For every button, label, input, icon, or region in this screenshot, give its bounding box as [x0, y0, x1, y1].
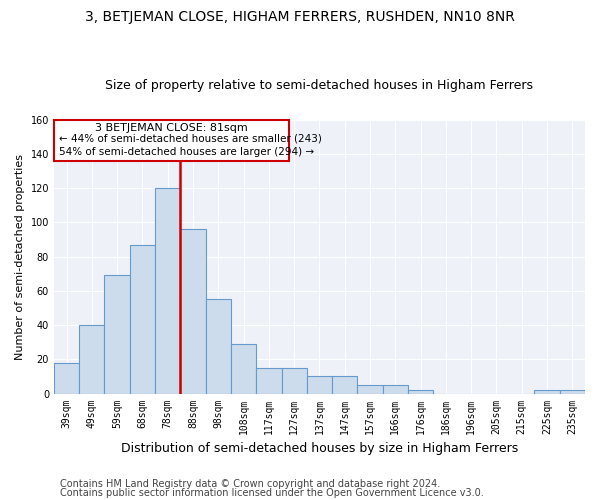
Bar — [281, 368, 307, 394]
Bar — [104, 276, 130, 394]
Bar — [535, 390, 560, 394]
Bar — [54, 120, 289, 160]
Bar — [155, 188, 181, 394]
Bar — [54, 362, 79, 394]
Bar — [181, 229, 206, 394]
Text: 54% of semi-detached houses are larger (294) →: 54% of semi-detached houses are larger (… — [59, 148, 314, 158]
Text: Contains HM Land Registry data © Crown copyright and database right 2024.: Contains HM Land Registry data © Crown c… — [60, 479, 440, 489]
Bar — [130, 244, 155, 394]
Bar — [358, 385, 383, 394]
Text: ← 44% of semi-detached houses are smaller (243): ← 44% of semi-detached houses are smalle… — [59, 133, 322, 143]
Bar — [256, 368, 281, 394]
Bar — [332, 376, 358, 394]
X-axis label: Distribution of semi-detached houses by size in Higham Ferrers: Distribution of semi-detached houses by … — [121, 442, 518, 455]
Y-axis label: Number of semi-detached properties: Number of semi-detached properties — [15, 154, 25, 360]
Bar — [408, 390, 433, 394]
Title: Size of property relative to semi-detached houses in Higham Ferrers: Size of property relative to semi-detach… — [106, 79, 533, 92]
Text: 3, BETJEMAN CLOSE, HIGHAM FERRERS, RUSHDEN, NN10 8NR: 3, BETJEMAN CLOSE, HIGHAM FERRERS, RUSHD… — [85, 10, 515, 24]
Text: 3 BETJEMAN CLOSE: 81sqm: 3 BETJEMAN CLOSE: 81sqm — [95, 123, 248, 133]
Bar — [231, 344, 256, 394]
Bar — [307, 376, 332, 394]
Bar — [206, 300, 231, 394]
Bar — [383, 385, 408, 394]
Bar — [79, 325, 104, 394]
Text: Contains public sector information licensed under the Open Government Licence v3: Contains public sector information licen… — [60, 488, 484, 498]
Bar — [560, 390, 585, 394]
